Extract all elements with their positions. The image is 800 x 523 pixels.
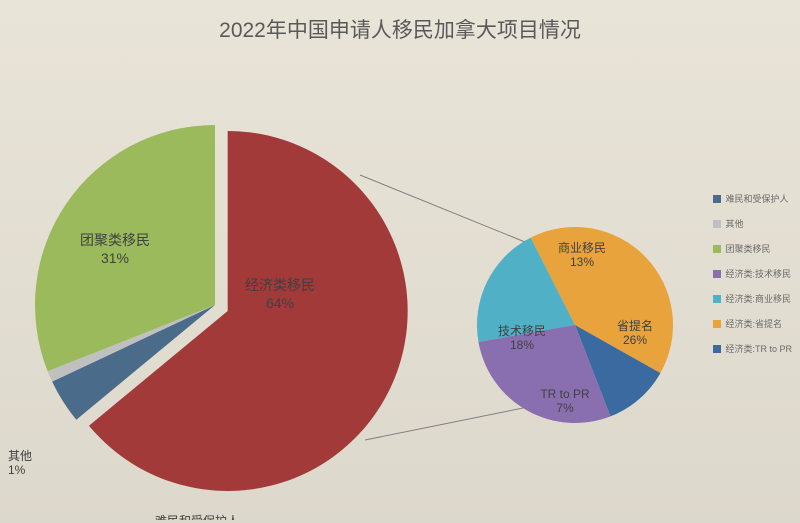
legend-swatch	[713, 220, 721, 228]
slice-label: 经济类移民	[245, 277, 315, 293]
legend-label: 经济类:TR to PR	[725, 342, 792, 355]
sub-slice-pct: 13%	[570, 255, 594, 269]
legend-label: 难民和受保护人	[725, 192, 788, 205]
slice-label: 其他	[8, 449, 32, 463]
legend-swatch	[713, 345, 721, 353]
legend-item: 其他	[713, 217, 792, 230]
legend-item: 经济类:省提名	[713, 317, 792, 330]
legend-item: 经济类:TR to PR	[713, 342, 792, 355]
sub-slice-label: 商业移民	[558, 240, 606, 255]
slice-label: 难民和受保护人	[155, 514, 239, 520]
legend-item: 经济类:商业移民	[713, 292, 792, 305]
legend-swatch	[713, 270, 721, 278]
legend-label: 经济类:商业移民	[725, 292, 791, 305]
legend-swatch	[713, 295, 721, 303]
slice-pct: 31%	[101, 250, 129, 266]
slice-pct: 1%	[8, 463, 26, 477]
slice-pct: 64%	[266, 295, 294, 311]
legend-swatch	[713, 320, 721, 328]
sub-slice-pct: 7%	[556, 401, 574, 415]
legend-label: 经济类:省提名	[725, 317, 782, 330]
chart-canvas: 经济类移民64%难民和受保护人4%其他1%团聚类移民31%商业移民13%省提名2…	[0, 20, 800, 520]
legend-swatch	[713, 195, 721, 203]
main-slice	[35, 125, 215, 371]
legend-item: 难民和受保护人	[713, 192, 792, 205]
slice-label: 团聚类移民	[80, 232, 150, 248]
legend-label: 其他	[725, 217, 743, 230]
legend-swatch	[713, 245, 721, 253]
sub-slice-label: TR to PR	[540, 387, 590, 401]
sub-slice-pct: 18%	[510, 338, 534, 352]
legend-item: 经济类:技术移民	[713, 267, 792, 280]
legend: 难民和受保护人其他团聚类移民经济类:技术移民经济类:商业移民经济类:省提名经济类…	[713, 180, 792, 367]
sub-slice-label: 技术移民	[498, 324, 546, 338]
sub-slice-pct: 26%	[623, 333, 647, 347]
sub-slice-label: 省提名	[617, 318, 653, 333]
connector-line	[365, 408, 523, 440]
legend-label: 经济类:技术移民	[725, 267, 791, 280]
legend-label: 团聚类移民	[725, 242, 770, 255]
legend-item: 团聚类移民	[713, 242, 792, 255]
